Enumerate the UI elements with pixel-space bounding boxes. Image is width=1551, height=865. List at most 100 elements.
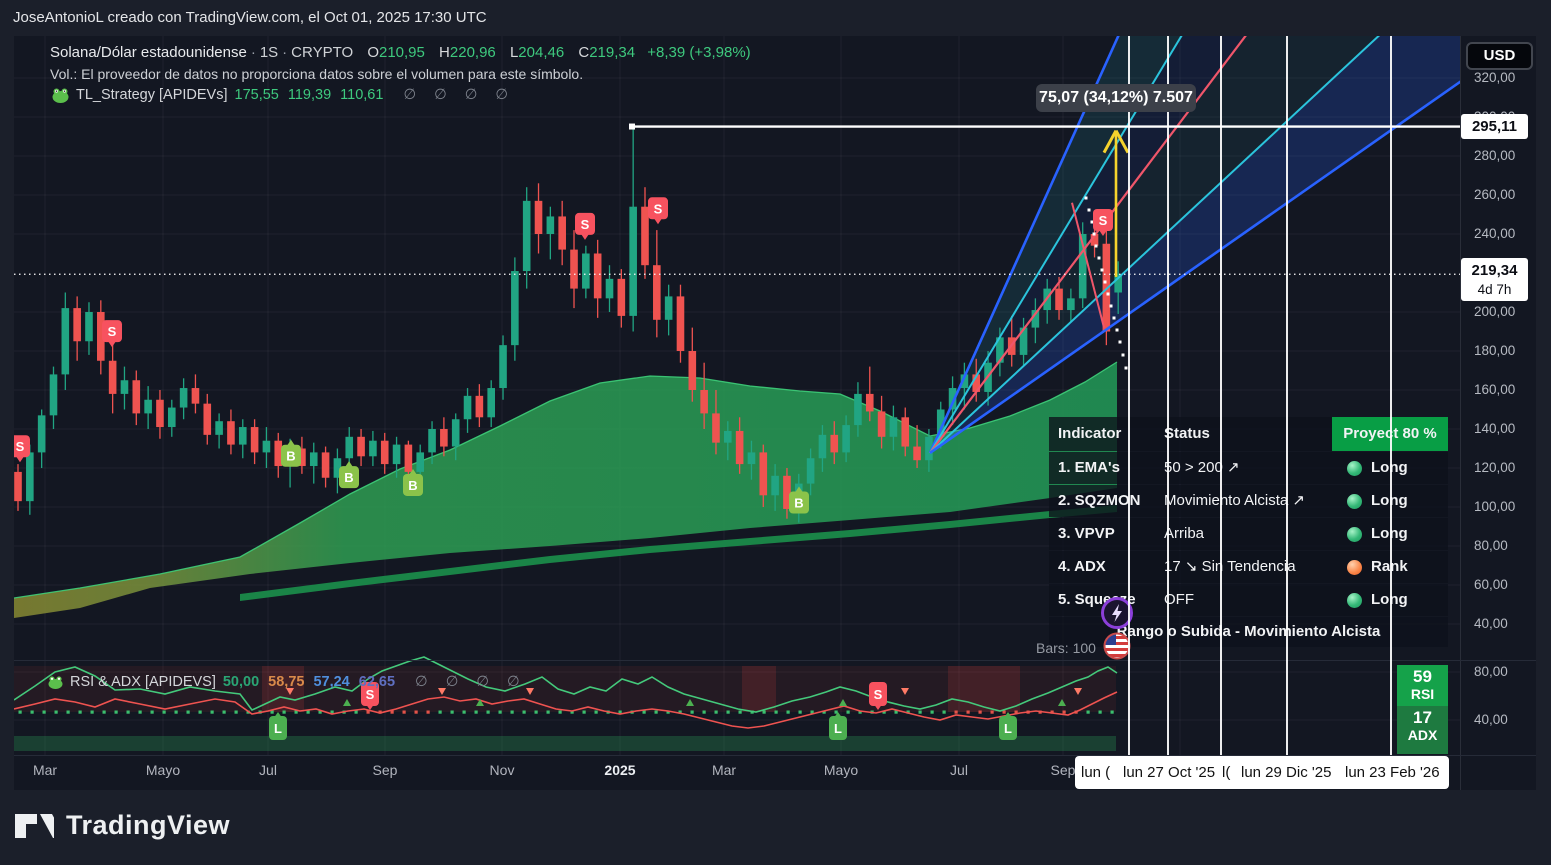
candle-body	[26, 452, 34, 502]
candle-body	[440, 429, 448, 447]
rsi-baseline-dot	[54, 710, 58, 714]
rsi-baseline-dot	[930, 710, 934, 714]
candle-body	[333, 458, 342, 478]
rsi-baseline-dot	[894, 710, 898, 714]
rsi-baseline-dot	[594, 710, 598, 714]
squeeze-zone	[742, 666, 776, 712]
rsi-baseline-dot	[498, 710, 502, 714]
time-axis-label[interactable]: 2025	[604, 762, 636, 778]
rsi-baseline-dot	[522, 710, 526, 714]
rsi-baseline-dot	[966, 710, 970, 714]
candle-body	[830, 434, 839, 453]
rsi-baseline-dot	[978, 710, 982, 714]
sell-signal-badge: S	[648, 197, 668, 225]
time-axis-label[interactable]: Mayo	[145, 762, 181, 778]
candle-body	[262, 440, 271, 453]
rsi-baseline-dot	[18, 710, 22, 714]
open-label: O	[367, 44, 379, 61]
time-axis-label[interactable]: Mar	[32, 762, 58, 778]
candle-body	[392, 444, 401, 465]
candle-body	[1102, 243, 1111, 332]
down-triangle-icon	[1074, 688, 1082, 695]
price-tick-label: 160,00	[1474, 382, 1516, 397]
svg-text:S: S	[1099, 213, 1108, 228]
rsi-long-badge: L	[829, 712, 847, 740]
rsi-baseline-dot	[126, 710, 130, 714]
rsi-baseline-dot	[90, 710, 94, 714]
pane-divider[interactable]	[14, 660, 1536, 661]
candle-body	[14, 471, 22, 502]
time-axis-label[interactable]: Mar	[711, 762, 737, 778]
signal-dot-icon	[1347, 460, 1362, 476]
rsi-baseline-dot	[666, 710, 670, 714]
chart-canvas[interactable]: S S S S S B B B B L S L S L	[14, 36, 1460, 755]
candle-body	[85, 312, 93, 342]
rsi-adx-value: 50,00	[222, 674, 260, 690]
fan-fill	[930, 36, 1460, 453]
rsi-baseline-dot	[690, 710, 694, 714]
indicator-status-cell: 50 > 200 ↗	[1155, 452, 1332, 484]
candle-body	[215, 421, 223, 435]
rsi-baseline-dot	[390, 710, 394, 714]
time-axis-label[interactable]: Sep	[372, 762, 398, 778]
rsi-baseline-dot	[1002, 710, 1006, 714]
currency-button[interactable]: USD	[1466, 42, 1533, 70]
svg-text:S: S	[874, 687, 883, 702]
rsi-baseline-dot	[66, 710, 70, 714]
rsi-baseline-dot	[846, 710, 850, 714]
attribution-bar: JoseAntonioL creado con TradingView.com,…	[0, 0, 1551, 36]
projection-vertical-line	[1220, 36, 1222, 755]
buy-signal-badge: B	[789, 486, 809, 514]
candle-body	[463, 395, 472, 420]
candle-body	[203, 403, 212, 435]
time-axis-label[interactable]: Jul	[259, 762, 277, 778]
high-value: 220,96	[449, 44, 496, 61]
candle-body	[1078, 234, 1087, 299]
time-axis-label[interactable]: Jul	[950, 762, 968, 778]
candle-body	[972, 374, 981, 392]
strategy-values: 175,55 119,39 110,61	[235, 87, 393, 103]
candle-body	[1019, 327, 1028, 355]
price-tick-label: 60,00	[1474, 577, 1508, 592]
ema-lower-band	[240, 505, 1117, 601]
candle-body	[120, 380, 129, 394]
badge-label: ADX	[1407, 727, 1438, 743]
dotted-path-dot	[1109, 304, 1113, 308]
rsi-baseline-dot	[474, 710, 478, 714]
candle-body	[357, 436, 365, 457]
candle-body	[380, 440, 389, 465]
time-axis-label[interactable]: Mayo	[823, 762, 859, 778]
candle-body	[499, 345, 507, 389]
rsi-baseline-dot	[1110, 710, 1114, 714]
candle-body	[877, 411, 886, 437]
indicator-name-cell: 1. EMA's	[1049, 452, 1155, 484]
candle-body	[582, 253, 590, 289]
indicator-status-table: Indicator Status Proyect 80 % 1. EMA's 50…	[1049, 417, 1448, 647]
fan-line	[928, 36, 1120, 454]
time-axis-label[interactable]: Nov	[489, 762, 515, 778]
up-triangle-icon	[686, 699, 694, 706]
tradingview-wordmark: TradingView	[66, 810, 231, 840]
time-axis-label[interactable]: Sep	[1050, 762, 1076, 778]
hline-anchor	[629, 123, 635, 130]
candle-body	[49, 374, 58, 416]
rsi-baseline-dot	[414, 710, 418, 714]
fan-line	[929, 36, 1247, 454]
dotted-path-dot	[1103, 280, 1107, 284]
sell-signal-badge: S	[575, 212, 595, 240]
rsi-baseline-dot	[618, 710, 622, 714]
svg-text:L: L	[274, 721, 282, 736]
candle-body	[37, 415, 46, 453]
rsi-baseline-dot	[726, 710, 730, 714]
candle-body	[238, 427, 247, 445]
candle-body	[865, 393, 874, 412]
dotted-path-dot	[1112, 316, 1116, 320]
rsi-baseline-dot	[786, 710, 790, 714]
dotted-path-dot	[1115, 328, 1119, 332]
candle-body	[1114, 274, 1122, 293]
rsi-baseline-dot	[378, 710, 382, 714]
ema-cloud	[14, 362, 1117, 618]
rsi-baseline-dot	[1014, 710, 1018, 714]
rsi-adx-values: 50,00 58,75 57,24 62,65	[223, 674, 404, 690]
